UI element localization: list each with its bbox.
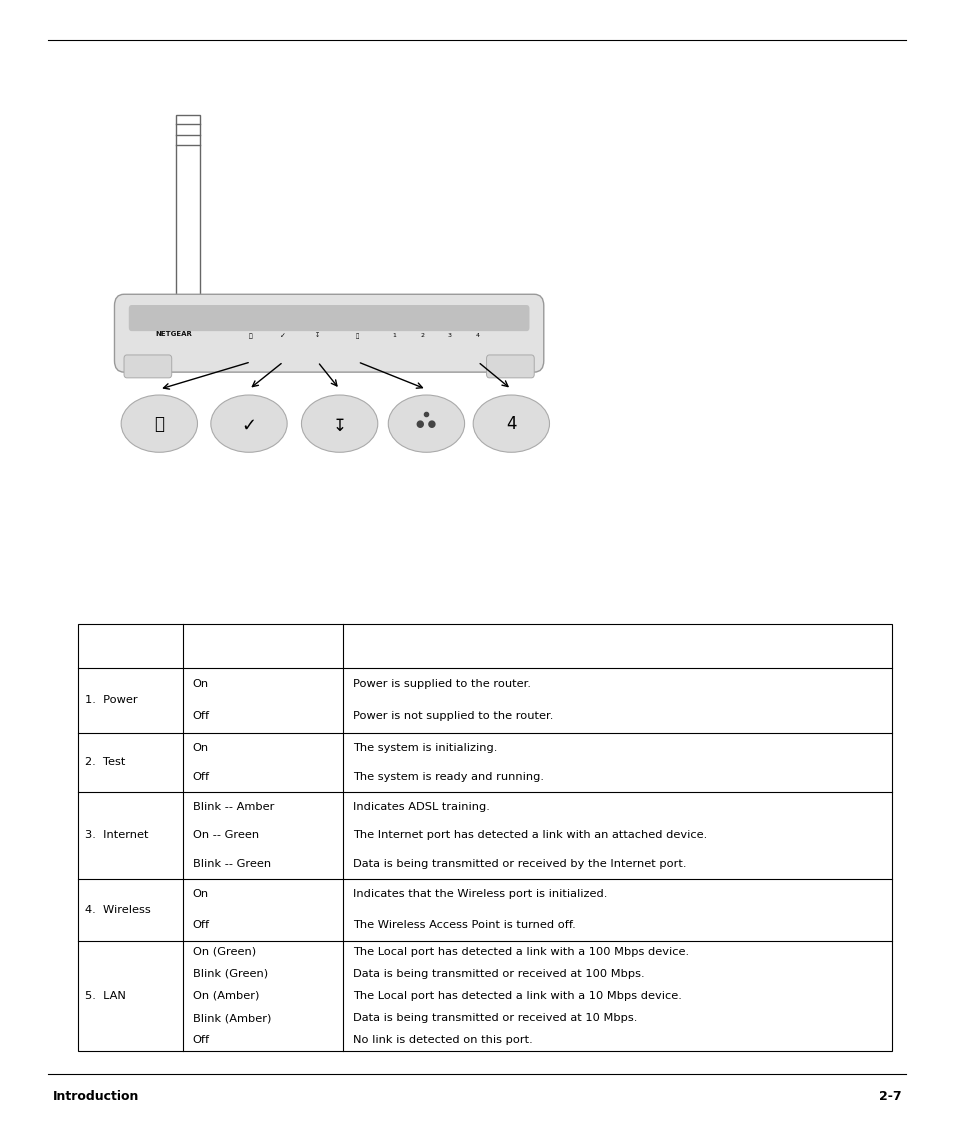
Ellipse shape [301,395,377,452]
Text: 2: 2 [420,333,424,339]
Text: Blink (Amber): Blink (Amber) [193,1013,271,1022]
Text: Blink -- Green: Blink -- Green [193,859,271,869]
FancyBboxPatch shape [486,355,534,378]
Text: Data is being transmitted or received by the Internet port.: Data is being transmitted or received by… [353,859,686,869]
Text: 4: 4 [505,414,517,433]
Text: 1.  Power: 1. Power [85,695,137,705]
Text: ⦿: ⦿ [355,333,359,339]
Text: On (Green): On (Green) [193,947,255,957]
Text: Off: Off [193,773,210,782]
FancyBboxPatch shape [124,355,172,378]
Text: 4: 4 [476,333,479,339]
Text: The system is ready and running.: The system is ready and running. [353,773,543,782]
Text: NETGEAR: NETGEAR [155,331,192,338]
Text: Off: Off [193,1035,210,1045]
Text: On: On [193,743,209,752]
Bar [78,624,891,1051]
Ellipse shape [473,395,549,452]
Text: Power is supplied to the router.: Power is supplied to the router. [353,679,531,689]
Ellipse shape [388,395,464,452]
Text: Indicates ADSL training.: Indicates ADSL training. [353,802,489,812]
Text: 5.  LAN: 5. LAN [85,990,126,1001]
FancyBboxPatch shape [175,114,200,306]
Text: The Internet port has detected a link with an attached device.: The Internet port has detected a link wi… [353,830,706,840]
Text: On -- Green: On -- Green [193,830,258,840]
Text: Blink (Green): Blink (Green) [193,969,268,979]
Text: ↧: ↧ [333,417,346,435]
Text: ⏻: ⏻ [249,333,253,339]
Text: ✓: ✓ [241,417,256,435]
Text: ↧: ↧ [314,333,320,339]
Text: On: On [193,889,209,899]
Text: 3: 3 [447,333,451,339]
Text: Data is being transmitted or received at 10 Mbps.: Data is being transmitted or received at… [353,1013,637,1022]
Text: ⏻: ⏻ [154,414,164,433]
Text: ✓: ✓ [280,333,286,339]
Ellipse shape [211,395,287,452]
Text: Indicates that the Wireless port is initialized.: Indicates that the Wireless port is init… [353,889,607,899]
Text: The system is initializing.: The system is initializing. [353,743,497,752]
Text: ● ●: ● ● [416,419,436,428]
Text: The Local port has detected a link with a 100 Mbps device.: The Local port has detected a link with … [353,947,688,957]
FancyBboxPatch shape [114,294,543,372]
Text: No link is detected on this port.: No link is detected on this port. [353,1035,532,1045]
Text: 1: 1 [392,333,395,339]
Text: The Local port has detected a link with a 10 Mbps device.: The Local port has detected a link with … [353,990,681,1001]
Text: Off: Off [193,921,210,930]
Text: On (Amber): On (Amber) [193,990,259,1001]
Text: Power is not supplied to the router.: Power is not supplied to the router. [353,711,553,721]
Text: On: On [193,679,209,689]
Text: Data is being transmitted or received at 100 Mbps.: Data is being transmitted or received at… [353,969,644,979]
Text: 2-7: 2-7 [878,1090,901,1104]
Text: 2.  Test: 2. Test [85,758,125,767]
Text: 4.  Wireless: 4. Wireless [85,905,151,915]
Text: 3.  Internet: 3. Internet [85,830,149,840]
Text: Off: Off [193,711,210,721]
Text: The Wireless Access Point is turned off.: The Wireless Access Point is turned off. [353,921,575,930]
Ellipse shape [121,395,197,452]
FancyBboxPatch shape [129,305,529,331]
Text: Introduction: Introduction [52,1090,139,1104]
Text: Blink -- Amber: Blink -- Amber [193,802,274,812]
